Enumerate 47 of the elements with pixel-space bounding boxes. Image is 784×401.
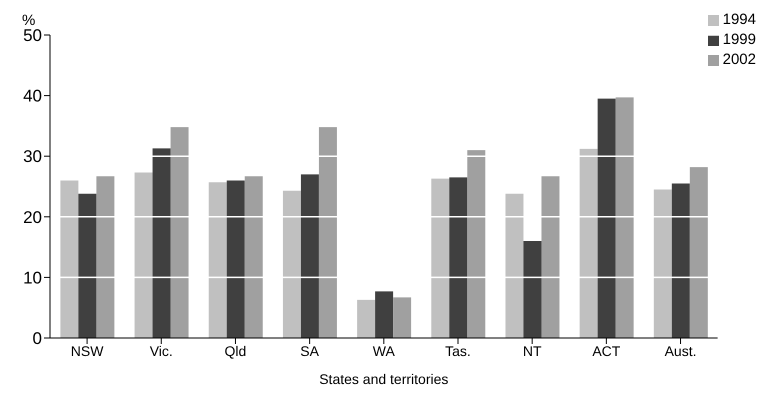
x-tick-label: ACT	[592, 342, 621, 359]
bar	[431, 178, 450, 338]
x-tick-label: WA	[372, 342, 396, 359]
bar	[282, 190, 301, 338]
y-tick-label: 40	[23, 86, 42, 106]
bar	[598, 98, 616, 338]
bar	[541, 176, 560, 338]
bar	[60, 180, 78, 338]
x-tick-label: Vic.	[150, 342, 173, 359]
bar	[208, 182, 227, 338]
y-tick-label: 30	[23, 147, 42, 166]
x-tick-label: NT	[522, 342, 542, 359]
bar	[78, 194, 96, 338]
bar	[300, 174, 319, 338]
bar	[393, 297, 412, 338]
bar	[467, 150, 486, 338]
bar	[654, 190, 672, 338]
x-tick-label: Aust.	[664, 342, 696, 359]
x-tick-label: NSW	[70, 342, 104, 359]
bar	[226, 180, 245, 338]
y-tick-label: 50	[23, 26, 42, 46]
y-tick-label: 20	[23, 208, 42, 227]
bar	[580, 148, 598, 338]
bar	[357, 300, 376, 338]
bar	[523, 241, 542, 338]
legend-label: 1994	[722, 11, 756, 28]
bar	[244, 176, 263, 338]
bar	[672, 183, 690, 338]
bar	[170, 127, 189, 338]
bar	[449, 177, 468, 338]
y-tick-label: 10	[23, 268, 42, 288]
x-tick-label: Tas.	[445, 342, 471, 359]
bar	[134, 172, 153, 338]
bar	[152, 148, 171, 338]
legend-label: 1999	[722, 31, 756, 48]
y-axis-title: %	[22, 12, 36, 29]
x-axis-title: States and territories	[319, 371, 448, 387]
bar	[318, 127, 337, 338]
bar	[616, 97, 634, 338]
x-tick-label: Qld	[224, 342, 246, 359]
bar	[505, 194, 524, 338]
legend-label: 2002	[722, 51, 756, 68]
bar	[375, 291, 394, 338]
y-tick-label: 0	[32, 329, 42, 348]
x-tick-label: SA	[300, 342, 320, 359]
bar	[96, 176, 114, 338]
bar	[690, 167, 708, 338]
